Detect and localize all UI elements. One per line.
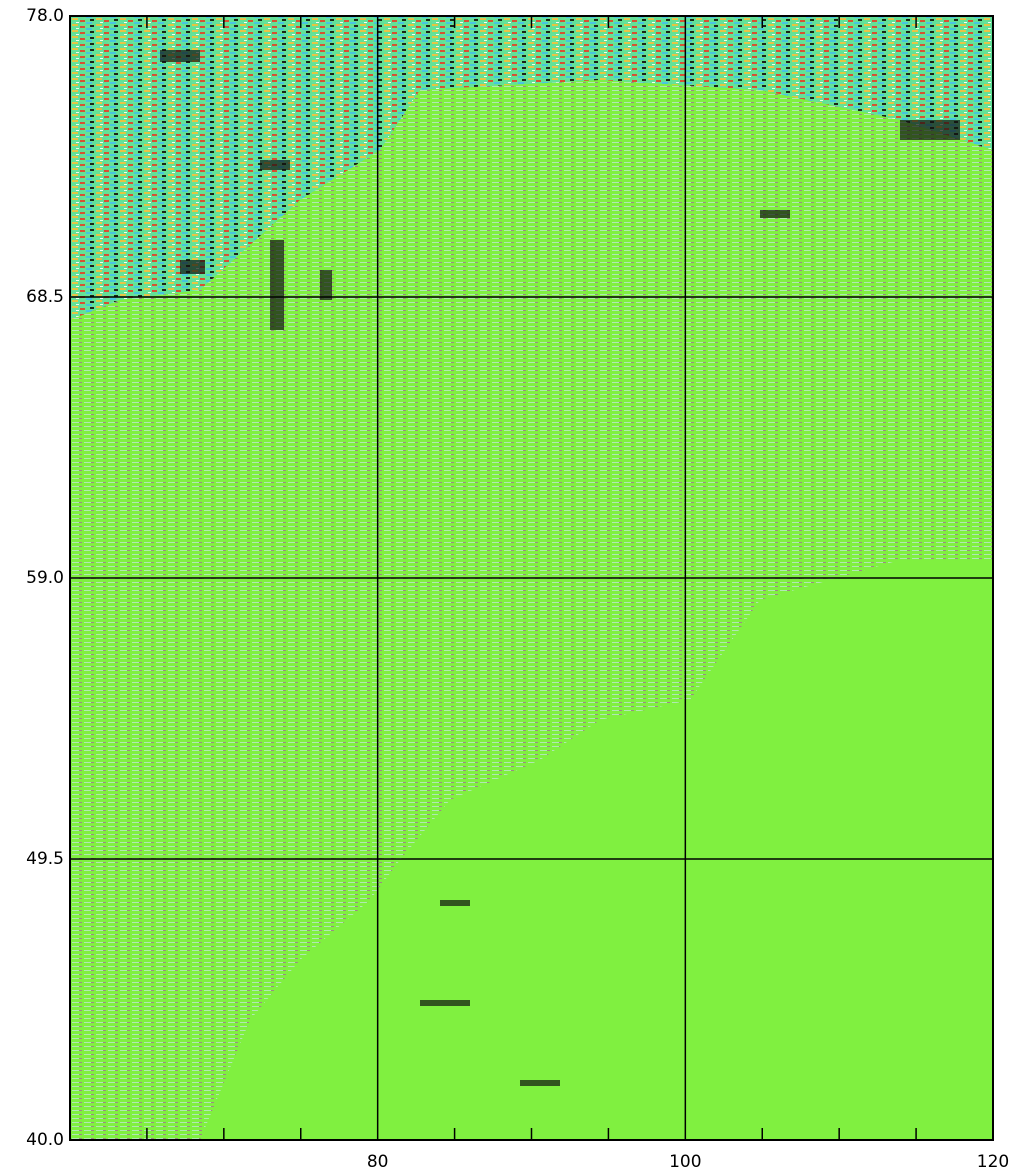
dark-patch bbox=[260, 160, 290, 170]
x-tick-label: 120 bbox=[977, 1152, 1009, 1172]
dark-patch bbox=[180, 260, 205, 274]
dark-patch bbox=[520, 1080, 560, 1086]
y-tick-label: 59.0 bbox=[26, 568, 64, 588]
map-figure: 80 100 120 78.0 68.5 59.0 49.5 40.0 bbox=[0, 0, 1030, 1174]
dark-patch bbox=[440, 900, 470, 906]
dark-patch bbox=[420, 1000, 470, 1006]
x-tick-label: 80 bbox=[367, 1152, 389, 1172]
dark-patch bbox=[160, 50, 200, 62]
dark-patch bbox=[900, 120, 960, 140]
dark-patch bbox=[270, 240, 284, 330]
y-tick-label: 78.0 bbox=[26, 6, 64, 26]
x-tick-label: 100 bbox=[669, 1152, 701, 1172]
dark-patch bbox=[760, 210, 790, 218]
dark-patch bbox=[320, 270, 332, 300]
y-tick-label: 49.5 bbox=[26, 849, 64, 869]
y-tick-label: 40.0 bbox=[26, 1130, 64, 1150]
y-tick-label: 68.5 bbox=[26, 287, 64, 307]
